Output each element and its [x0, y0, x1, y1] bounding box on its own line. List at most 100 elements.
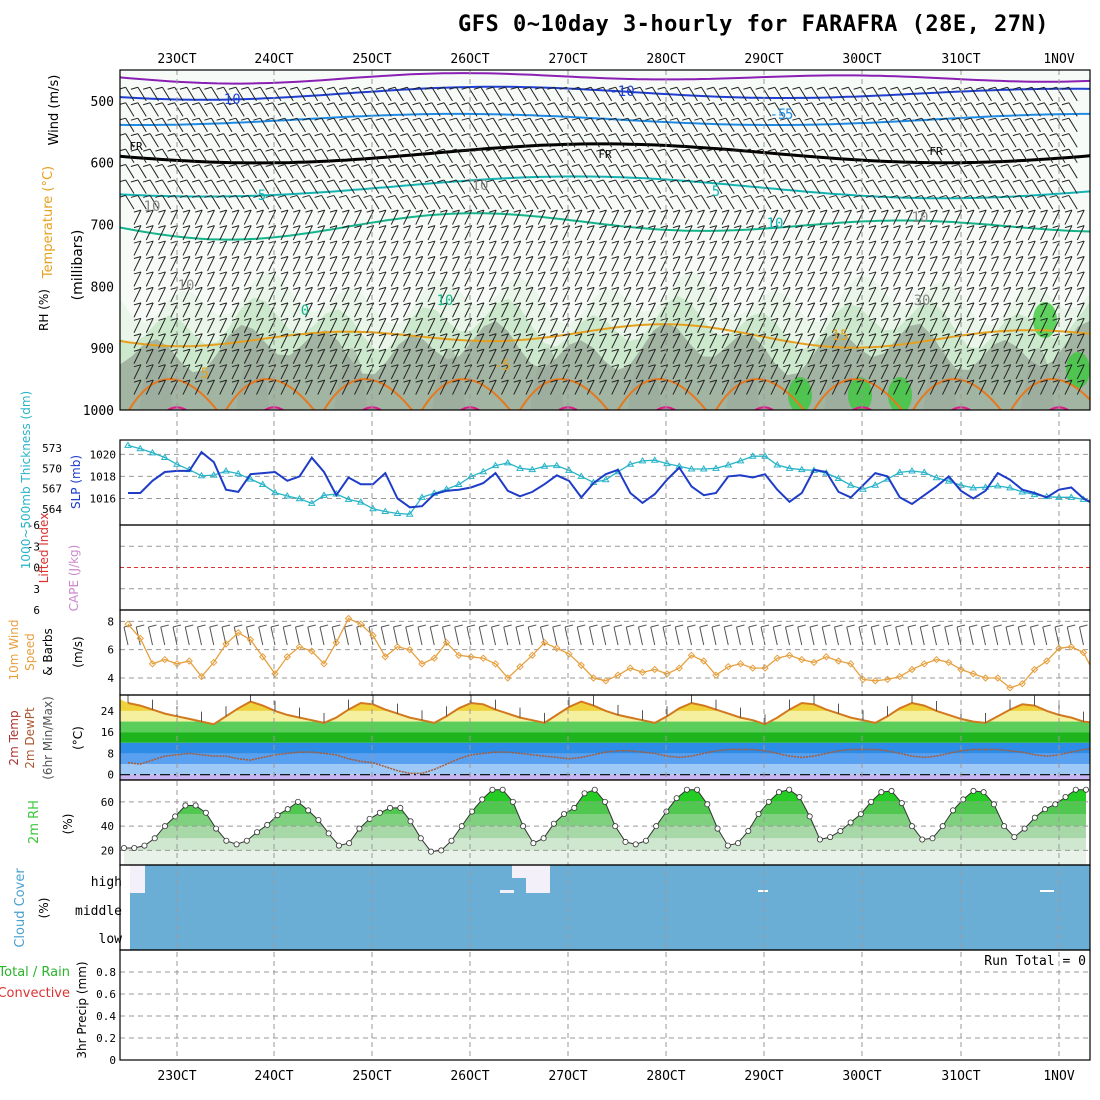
wind-barb	[219, 364, 228, 380]
wind-barb	[684, 287, 693, 303]
wind-barb-flag	[721, 240, 730, 244]
wind-barb	[795, 302, 803, 318]
wind-barb-flag	[216, 164, 224, 168]
wind-barb-flag	[293, 379, 301, 383]
wind-barb	[550, 209, 558, 225]
wind-barb	[700, 133, 711, 148]
wind-barb	[243, 209, 252, 225]
wind-barb-flag	[280, 379, 289, 383]
wind10-barb-flag	[148, 624, 157, 628]
wind-barb-flag	[387, 148, 396, 152]
wind-barb-flag	[378, 256, 387, 259]
wind-barb-flag	[522, 117, 531, 121]
wind-barb-flag	[1037, 133, 1045, 137]
wind-barb	[1052, 271, 1061, 287]
wind-barb-flag	[378, 348, 387, 352]
wind-barb	[455, 195, 466, 210]
wind-barb	[357, 148, 368, 163]
cloud-gap	[758, 890, 768, 892]
wind10-barb	[932, 626, 937, 646]
wind-barb-flag	[547, 179, 555, 183]
cloud-gap	[512, 865, 550, 878]
wind-barb-flag	[375, 148, 384, 152]
wind-barb	[615, 102, 625, 117]
wind-barb-flag	[449, 179, 457, 183]
wind-barb-flag	[219, 256, 227, 259]
wind-barb-flag	[783, 333, 791, 337]
wind-barb-flag	[378, 317, 387, 321]
wind-barb-flag	[868, 286, 877, 290]
wind-barb	[615, 195, 625, 210]
wind-barb	[945, 164, 956, 179]
date-label-bottom: 23OCT	[157, 1069, 196, 1084]
wind-barb-flag	[182, 379, 191, 383]
wind-barb-flag	[657, 133, 665, 137]
wind10-barb-flag	[577, 624, 586, 628]
wind-barb-flag	[571, 86, 580, 90]
wind-barb	[733, 302, 742, 318]
wind-barb-flag	[611, 333, 619, 337]
wind-barb-flag	[623, 302, 632, 306]
wind-barb	[525, 240, 534, 256]
wind-barb	[133, 209, 142, 225]
wind-barb	[455, 148, 466, 163]
contour-label: 10	[767, 216, 784, 232]
wind-barb-flag	[538, 240, 546, 244]
wind-barb	[431, 87, 441, 102]
wind-speed-point	[994, 674, 1002, 682]
wind-barb-flag	[182, 348, 191, 352]
wind-barb-flag	[562, 302, 570, 306]
wind-barb	[170, 209, 179, 225]
wind-barb	[1043, 195, 1054, 210]
wind-barb-flag	[464, 302, 472, 306]
wind-barb	[366, 379, 375, 395]
rh-point	[458, 823, 465, 830]
wind-barb-flag	[191, 164, 200, 168]
wind-barb-flag	[991, 333, 999, 337]
rh-point	[837, 828, 844, 835]
wind-barb-flag	[660, 209, 668, 213]
wind-barb-flag	[329, 256, 338, 259]
wind-barb-flag	[890, 102, 898, 106]
wind-barb-flag	[195, 209, 203, 213]
wind-barb	[991, 240, 999, 256]
wind-barb-flag	[877, 117, 886, 121]
wind-barb	[219, 225, 228, 241]
wind-barb	[137, 117, 147, 133]
rh2m-panel	[120, 780, 1090, 865]
wind-barb	[513, 271, 522, 287]
wind-barb	[586, 302, 595, 318]
wind-barb-flag	[280, 348, 289, 352]
wind-barb-flag	[525, 317, 534, 321]
wind-barb-flag	[574, 225, 583, 229]
wind-barb-flag	[844, 317, 852, 321]
wind-barb-flag	[783, 240, 791, 244]
wind-barb-flag	[706, 164, 714, 168]
wind-barb-flag	[415, 225, 423, 229]
wind-speed-point	[344, 614, 353, 623]
run-total-label: Run Total = 0	[984, 954, 1086, 969]
cloud-level-label: high	[91, 875, 122, 890]
wind-barb	[1031, 195, 1041, 210]
wind-barb	[917, 302, 926, 318]
wind-barb-flag	[289, 86, 298, 90]
wind-barb-flag	[415, 256, 423, 259]
wind-barb	[586, 256, 595, 272]
wind-barb	[219, 256, 228, 272]
wind-barb	[578, 87, 588, 102]
wind-barb	[574, 225, 583, 241]
wind-barb-flag	[378, 364, 387, 368]
wind-barb-flag	[709, 302, 717, 306]
wind-barb-flag	[412, 102, 420, 106]
wind-barb	[243, 349, 252, 364]
wind-barb-flag	[363, 117, 371, 121]
wind-barb-flag	[660, 256, 668, 259]
thickness-point	[650, 456, 659, 463]
wind-barb	[537, 209, 546, 225]
wind-barb-flag	[195, 240, 203, 244]
wind-barb-flag	[795, 379, 803, 383]
wind-barb	[713, 102, 723, 117]
wind-barb	[504, 87, 515, 102]
wind-barb-flag	[706, 133, 714, 137]
wind-barb-flag	[1052, 317, 1060, 321]
